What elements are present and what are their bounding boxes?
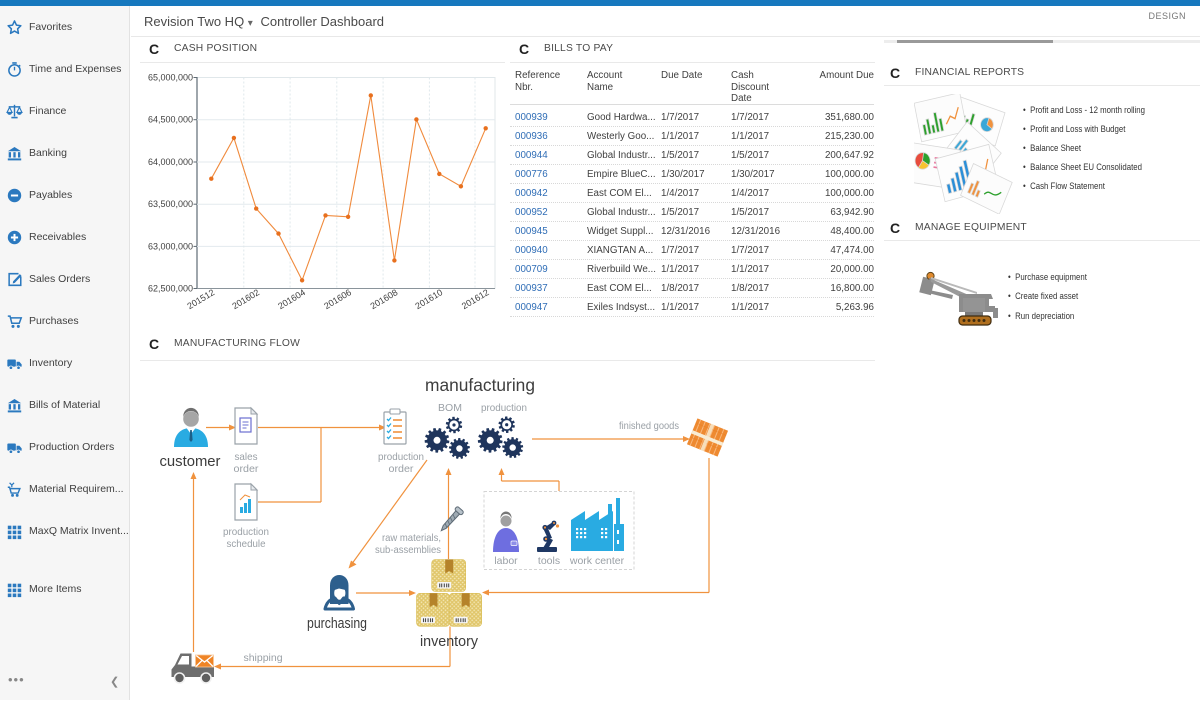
svg-text:production: production: [223, 526, 269, 538]
svg-text:purchasing: purchasing: [307, 616, 367, 632]
svg-text:63,500,000: 63,500,000: [148, 199, 193, 209]
svg-text:sub-assemblies: sub-assemblies: [375, 544, 441, 556]
svg-text:schedule: schedule: [227, 538, 266, 550]
svg-text:manufacturing: manufacturing: [425, 375, 535, 395]
svg-text:sales: sales: [235, 451, 258, 463]
svg-text:production: production: [481, 402, 527, 414]
svg-text:order: order: [234, 463, 260, 475]
svg-text:customer: customer: [160, 454, 221, 470]
svg-text:work center: work center: [569, 555, 625, 567]
svg-text:inventory: inventory: [420, 634, 479, 650]
svg-text:labor: labor: [494, 555, 518, 567]
svg-text:62,500,000: 62,500,000: [148, 284, 193, 294]
svg-text:order: order: [389, 463, 415, 475]
svg-text:raw materials,: raw materials,: [382, 532, 441, 544]
svg-text:201608: 201608: [369, 287, 400, 311]
svg-text:finished goods: finished goods: [619, 420, 679, 432]
svg-text:201610: 201610: [413, 287, 444, 311]
svg-text:64,000,000: 64,000,000: [148, 157, 193, 167]
svg-text:production: production: [378, 451, 424, 463]
svg-text:201606: 201606: [322, 287, 353, 311]
svg-text:201612: 201612: [460, 287, 491, 311]
svg-text:65,000,000: 65,000,000: [148, 73, 193, 83]
svg-text:shipping: shipping: [243, 652, 282, 664]
svg-text:63,000,000: 63,000,000: [148, 241, 193, 251]
svg-text:64,500,000: 64,500,000: [148, 115, 193, 125]
svg-text:tools: tools: [538, 555, 560, 567]
svg-text:201604: 201604: [276, 287, 307, 311]
svg-text:BOM: BOM: [438, 402, 462, 414]
svg-text:201602: 201602: [230, 287, 261, 311]
